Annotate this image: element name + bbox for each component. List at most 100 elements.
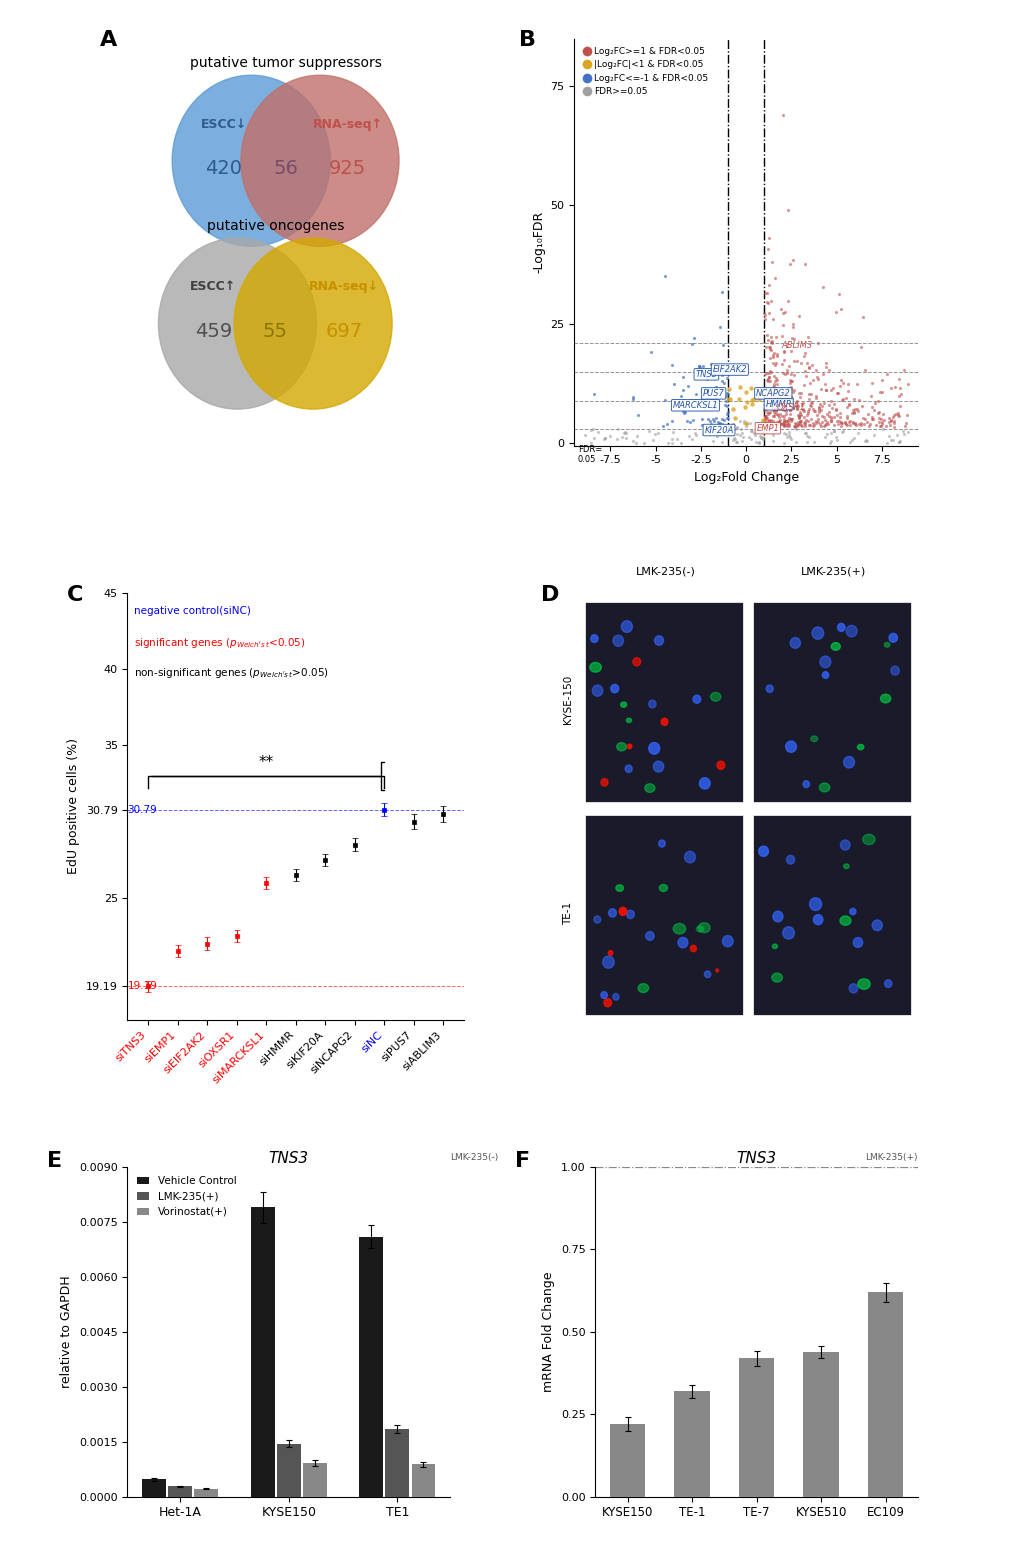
- Point: [796, 421, 812, 446]
- Point: [810, 395, 826, 420]
- Point: [781, 370, 797, 395]
- Point: [765, 372, 782, 397]
- Point: [714, 370, 731, 395]
- Point: [846, 410, 862, 435]
- Point: [895, 421, 911, 446]
- Text: B: B: [519, 31, 536, 51]
- Point: [713, 333, 730, 358]
- Point: [880, 406, 897, 430]
- Point: [788, 430, 804, 455]
- Point: [714, 356, 731, 381]
- Point: [720, 376, 737, 401]
- Point: [806, 400, 822, 424]
- Point: [764, 350, 781, 375]
- Point: [756, 302, 772, 327]
- Point: [718, 381, 735, 406]
- Point: [836, 410, 852, 435]
- Point: [863, 406, 879, 430]
- Point: [725, 397, 741, 421]
- Point: [795, 372, 811, 397]
- Point: [785, 395, 801, 420]
- Point: [704, 429, 720, 454]
- Point: [784, 386, 800, 410]
- Point: [829, 409, 846, 434]
- Point: [786, 414, 802, 438]
- Point: [853, 393, 869, 418]
- Point: [834, 418, 850, 443]
- Point: [850, 421, 866, 446]
- Point: [810, 400, 826, 424]
- Text: ABLIM3: ABLIM3: [781, 341, 811, 350]
- Point: [767, 326, 784, 350]
- Point: [743, 392, 759, 417]
- Text: 19.19: 19.19: [127, 981, 157, 991]
- Point: [791, 381, 807, 406]
- Point: [616, 420, 633, 444]
- Legend: Log₂FC>=1 & FDR<0.05, |Log₂FC|<1 & FDR<0.05, Log₂FC<=-1 & FDR<0.05, FDR>=0.05: Log₂FC>=1 & FDR<0.05, |Log₂FC|<1 & FDR<0…: [578, 43, 711, 100]
- Point: [705, 409, 721, 434]
- Point: [865, 423, 881, 447]
- Point: [704, 407, 720, 432]
- Point: [812, 414, 828, 438]
- Text: 55: 55: [263, 322, 287, 341]
- Ellipse shape: [626, 910, 634, 918]
- Point: [800, 401, 816, 426]
- Point: [770, 409, 787, 434]
- Ellipse shape: [811, 626, 823, 639]
- Point: [616, 421, 633, 446]
- Point: [737, 380, 753, 404]
- Point: [686, 326, 702, 350]
- Point: [768, 384, 785, 409]
- Point: [774, 301, 791, 326]
- Point: [675, 378, 691, 403]
- Point: [791, 404, 807, 429]
- Point: [768, 397, 785, 421]
- Point: [764, 403, 781, 427]
- Point: [807, 384, 823, 409]
- Point: [768, 389, 785, 414]
- Point: [766, 397, 783, 421]
- Ellipse shape: [698, 923, 709, 932]
- Point: [577, 423, 593, 447]
- Point: [766, 381, 783, 406]
- Text: 420: 420: [205, 159, 242, 179]
- Point: [817, 378, 834, 403]
- Point: [827, 424, 844, 449]
- Point: [858, 427, 874, 452]
- Point: [680, 423, 696, 447]
- Point: [781, 384, 797, 409]
- Point: [821, 430, 838, 455]
- Point: [889, 401, 905, 426]
- Point: [691, 353, 707, 378]
- Point: [742, 427, 758, 452]
- Ellipse shape: [883, 980, 891, 988]
- Point: [775, 430, 792, 455]
- Point: [770, 401, 787, 426]
- Point: [887, 401, 903, 426]
- Point: [726, 427, 742, 452]
- Point: [763, 329, 780, 353]
- Point: [794, 397, 810, 421]
- Point: [763, 381, 780, 406]
- Point: [870, 406, 887, 430]
- Point: [892, 393, 908, 418]
- Point: [755, 380, 771, 404]
- Text: MARCKSL1: MARCKSL1: [672, 401, 717, 410]
- Ellipse shape: [590, 634, 597, 642]
- Point: [673, 384, 689, 409]
- Point: [794, 398, 810, 423]
- Point: [852, 410, 868, 435]
- Point: [822, 389, 839, 414]
- Point: [763, 330, 780, 355]
- Point: [800, 387, 816, 412]
- Point: [713, 412, 730, 437]
- Ellipse shape: [654, 636, 663, 645]
- Point: [779, 410, 795, 435]
- Point: [754, 381, 770, 406]
- Point: [677, 400, 693, 424]
- Point: [762, 407, 779, 432]
- Point: [710, 412, 727, 437]
- Point: [816, 407, 833, 432]
- Text: LMK-235(-): LMK-235(-): [449, 1153, 498, 1162]
- Text: FDR=
0.05: FDR= 0.05: [578, 444, 601, 464]
